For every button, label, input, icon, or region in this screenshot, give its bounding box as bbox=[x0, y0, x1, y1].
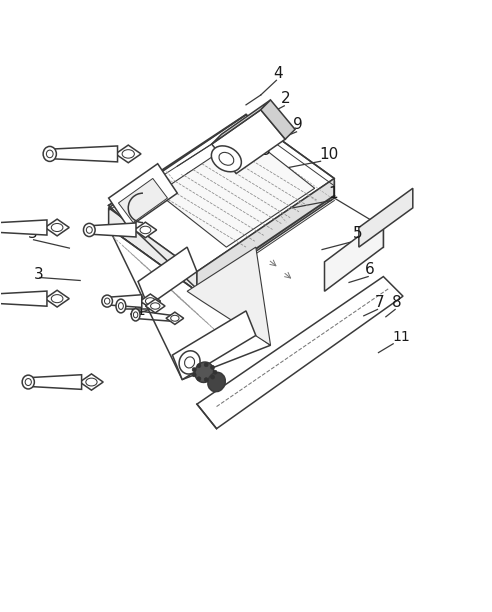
Polygon shape bbox=[261, 100, 295, 139]
Text: 3: 3 bbox=[34, 267, 44, 282]
Ellipse shape bbox=[22, 375, 34, 389]
Ellipse shape bbox=[86, 378, 97, 386]
Polygon shape bbox=[138, 247, 197, 306]
Ellipse shape bbox=[192, 373, 196, 377]
Ellipse shape bbox=[212, 146, 242, 172]
Ellipse shape bbox=[208, 372, 225, 392]
Polygon shape bbox=[119, 179, 167, 223]
Ellipse shape bbox=[116, 299, 126, 313]
Text: 3: 3 bbox=[261, 143, 271, 158]
Polygon shape bbox=[359, 188, 413, 247]
Text: 6: 6 bbox=[365, 262, 375, 277]
Ellipse shape bbox=[104, 298, 110, 304]
Polygon shape bbox=[134, 222, 156, 237]
Polygon shape bbox=[325, 218, 383, 291]
Polygon shape bbox=[172, 311, 256, 379]
Ellipse shape bbox=[86, 226, 92, 233]
Polygon shape bbox=[0, 291, 47, 306]
Ellipse shape bbox=[131, 308, 140, 321]
Ellipse shape bbox=[195, 362, 214, 382]
Ellipse shape bbox=[219, 152, 234, 165]
Ellipse shape bbox=[151, 303, 160, 309]
Ellipse shape bbox=[211, 365, 215, 369]
Polygon shape bbox=[109, 164, 177, 228]
Polygon shape bbox=[187, 247, 271, 345]
Ellipse shape bbox=[51, 223, 63, 231]
Ellipse shape bbox=[204, 363, 208, 367]
Text: 11: 11 bbox=[392, 330, 410, 345]
Ellipse shape bbox=[102, 295, 113, 307]
Text: 1: 1 bbox=[329, 186, 338, 201]
Text: 3: 3 bbox=[28, 226, 37, 241]
Polygon shape bbox=[45, 290, 69, 307]
Ellipse shape bbox=[51, 294, 63, 303]
Ellipse shape bbox=[122, 150, 134, 158]
Polygon shape bbox=[28, 375, 82, 389]
Polygon shape bbox=[80, 374, 103, 390]
Text: 31: 31 bbox=[129, 304, 147, 318]
Polygon shape bbox=[107, 295, 142, 307]
Text: 7: 7 bbox=[374, 295, 384, 310]
Ellipse shape bbox=[204, 378, 208, 382]
Ellipse shape bbox=[192, 368, 196, 371]
Polygon shape bbox=[109, 114, 334, 272]
Polygon shape bbox=[140, 294, 160, 308]
Text: 2: 2 bbox=[281, 91, 291, 106]
Ellipse shape bbox=[146, 297, 155, 305]
Ellipse shape bbox=[133, 312, 138, 318]
Polygon shape bbox=[197, 179, 334, 291]
Ellipse shape bbox=[197, 377, 201, 381]
Polygon shape bbox=[90, 223, 136, 237]
Text: 9: 9 bbox=[293, 118, 303, 132]
Ellipse shape bbox=[211, 375, 215, 379]
Ellipse shape bbox=[213, 370, 217, 374]
Ellipse shape bbox=[184, 357, 194, 368]
Ellipse shape bbox=[84, 223, 95, 237]
Ellipse shape bbox=[179, 351, 200, 374]
Ellipse shape bbox=[140, 226, 151, 234]
Polygon shape bbox=[166, 312, 184, 324]
Ellipse shape bbox=[25, 379, 31, 386]
Polygon shape bbox=[109, 208, 197, 291]
Polygon shape bbox=[45, 219, 69, 236]
Ellipse shape bbox=[43, 146, 57, 162]
Polygon shape bbox=[0, 220, 47, 235]
Polygon shape bbox=[146, 299, 165, 313]
Polygon shape bbox=[197, 277, 403, 428]
Text: 4: 4 bbox=[273, 66, 282, 81]
Polygon shape bbox=[50, 146, 118, 162]
Ellipse shape bbox=[119, 302, 123, 310]
Text: 8: 8 bbox=[392, 295, 402, 310]
Ellipse shape bbox=[171, 315, 179, 321]
Polygon shape bbox=[116, 145, 141, 163]
Polygon shape bbox=[212, 110, 285, 174]
Text: 10: 10 bbox=[320, 147, 339, 162]
Text: 5: 5 bbox=[353, 226, 363, 241]
Ellipse shape bbox=[46, 150, 53, 158]
Polygon shape bbox=[212, 100, 271, 144]
Polygon shape bbox=[109, 228, 271, 379]
Polygon shape bbox=[158, 134, 315, 247]
Ellipse shape bbox=[197, 364, 201, 368]
